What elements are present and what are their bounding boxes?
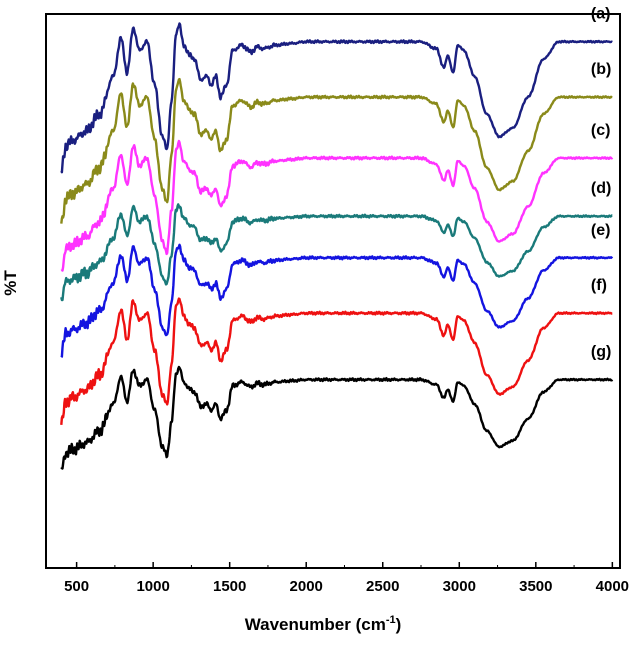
x-axis-ticks: 500 1000 1500 2000 2500 3000 3500 4000 (64, 562, 629, 595)
plot-frame (45, 13, 621, 569)
series-labels: (a) (b) (c) (d) (e) (f) (g) (591, 6, 611, 361)
series-layer (60, 22, 614, 470)
x-tick-label: 4000 (596, 578, 629, 595)
x-tick-label: 1500 (213, 578, 246, 595)
series-label-g: (g) (591, 344, 611, 361)
series-line-d (60, 203, 613, 302)
series-line-c (60, 139, 614, 272)
series-label-b: (b) (591, 61, 611, 78)
x-tick-label: 1000 (136, 578, 169, 595)
series-label-f: (f) (591, 277, 607, 294)
x-tick-label: 3500 (519, 578, 552, 595)
x-tick-label: 2500 (366, 578, 399, 595)
y-axis-title: %T (1, 270, 20, 296)
series-line-b (60, 77, 613, 224)
plot-area (45, 13, 621, 569)
x-tick-label: 3000 (443, 578, 476, 595)
series-label-d: (d) (591, 180, 611, 197)
x-axis-title: Wavenumber (cm-1) (245, 614, 402, 634)
x-tick-label: 500 (64, 578, 89, 595)
series-label-c: (c) (591, 122, 611, 139)
series-line-e (60, 243, 614, 359)
x-tick-label: 2000 (290, 578, 323, 595)
series-label-e: (e) (591, 222, 611, 239)
series-label-a: (a) (591, 6, 611, 23)
series-line-g (60, 365, 614, 470)
series-line-a (60, 22, 613, 174)
series-line-f (60, 297, 613, 426)
